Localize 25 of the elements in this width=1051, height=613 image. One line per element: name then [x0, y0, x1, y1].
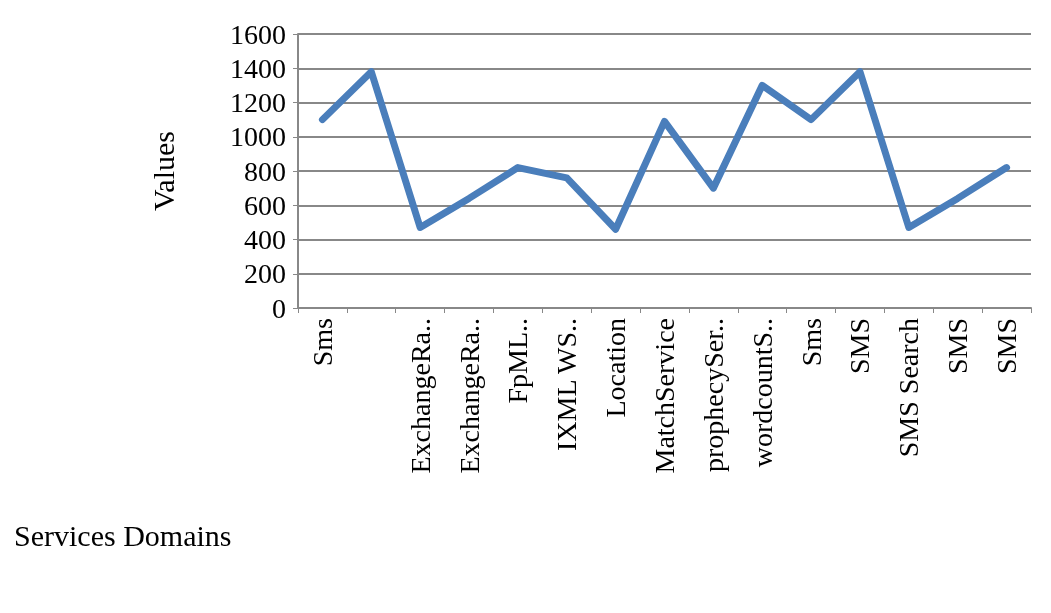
y-tick-label: 1400: [230, 52, 286, 84]
x-tick-label: ExchangeRa..: [453, 318, 485, 474]
x-tick-label: SMS: [942, 318, 974, 375]
x-tick-label: ExchangeRa..: [404, 318, 436, 474]
x-tick-label: MatchService: [649, 318, 680, 474]
y-tick-label: 1000: [230, 121, 286, 153]
x-tick-label: wordcountS..: [746, 318, 778, 468]
y-tick-label: 1600: [230, 18, 286, 50]
x-tick-label: Location: [600, 318, 632, 418]
y-tick-label: 200: [244, 258, 286, 290]
y-tick-label: 0: [272, 292, 286, 324]
y-tick-label: 400: [244, 224, 286, 255]
x-tick-label: IXML WS..: [551, 318, 583, 451]
x-tick-label: FpML..: [502, 318, 534, 404]
x-tick-label: prophecySer..: [697, 318, 729, 472]
x-tick-label: Sms: [306, 318, 338, 367]
y-axis-title: Values: [146, 131, 180, 211]
y-tick-label: 1200: [230, 87, 286, 118]
x-tick-label: SMS: [991, 318, 1023, 375]
y-tick-label: 800: [244, 155, 286, 187]
y-tick-label: 600: [244, 189, 286, 221]
x-tick-label: Sms: [795, 318, 827, 367]
x-tick-label: SMS: [844, 318, 876, 375]
x-tick-label: SMS Search: [893, 318, 925, 458]
x-axis-title: Services Domains: [14, 518, 232, 552]
